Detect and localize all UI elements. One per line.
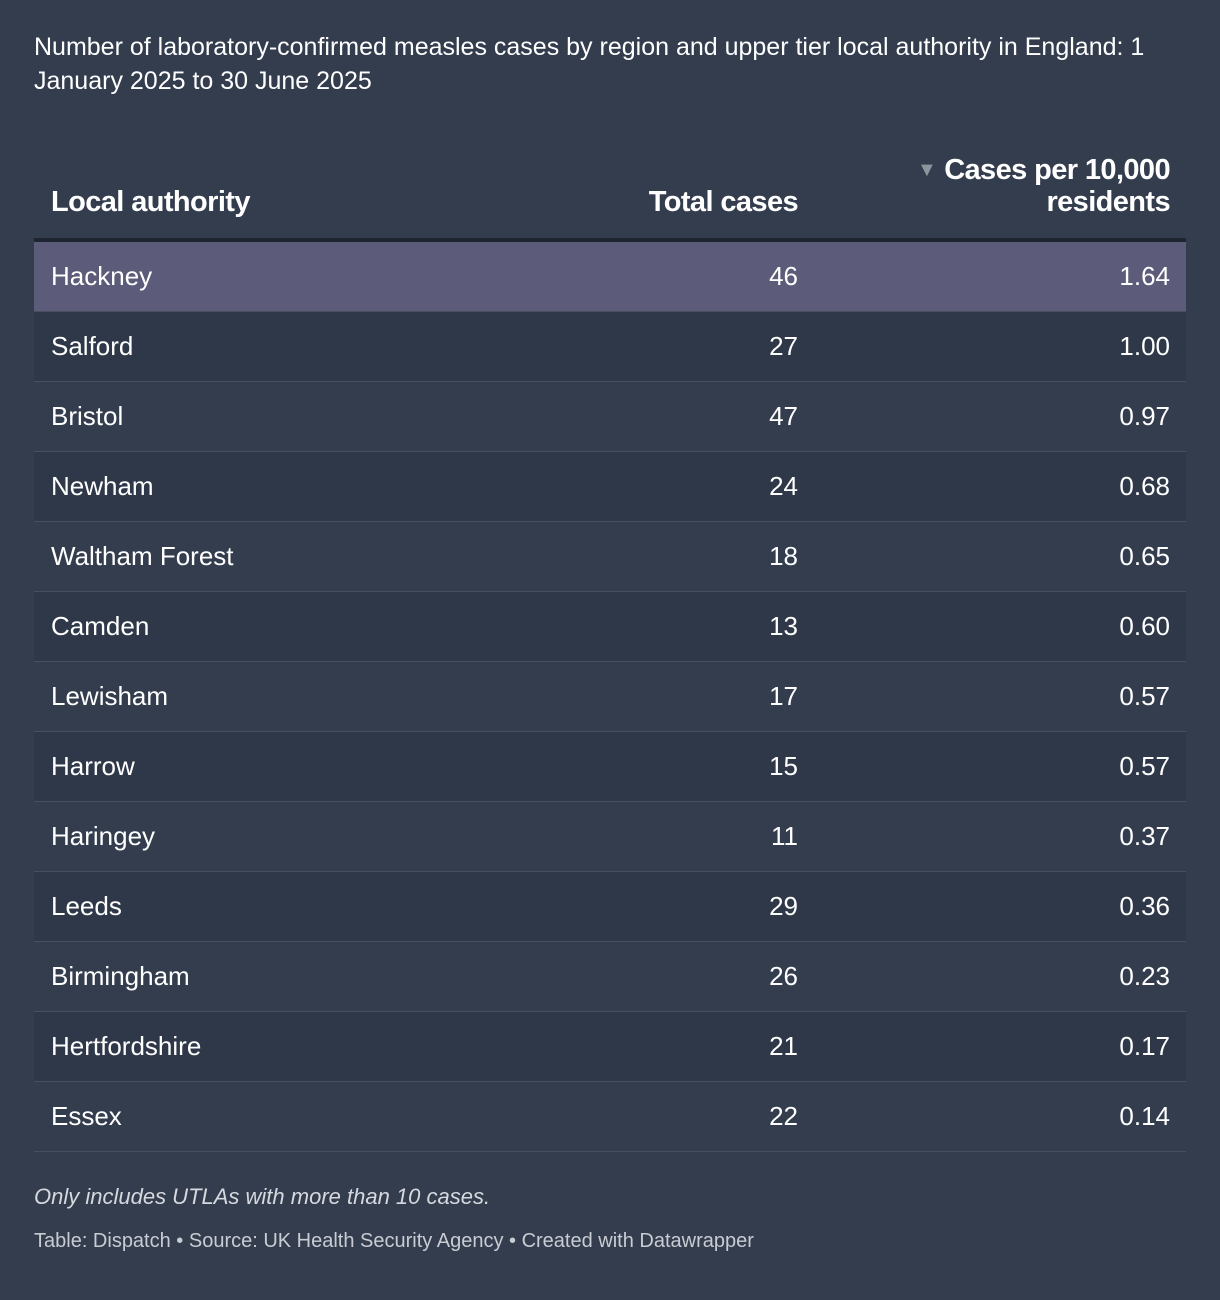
cell-cases-per-10000: 0.57 <box>1119 681 1170 711</box>
table-body: Hackney 46 1.64 Salford 27 1.00 Bristol 47 0.97 N… <box>34 242 1186 1152</box>
column-header-label: Cases per 10,000 residents <box>944 154 1170 218</box>
cell-cases-per-10000: 1.00 <box>1119 331 1170 361</box>
table-row: Bristol 47 0.97 <box>34 382 1186 452</box>
table-notes: Only includes UTLAs with more than 10 ca… <box>34 1184 491 1209</box>
cell-cases-per-10000: 0.57 <box>1119 751 1170 781</box>
cell-cases-per-10000: 0.14 <box>1119 1101 1170 1131</box>
cell-total-cases: 27 <box>769 331 798 361</box>
cell-total-cases: 46 <box>769 261 798 291</box>
table-row: Hertfordshire 21 0.17 <box>34 1012 1186 1082</box>
cell-total-cases: 21 <box>769 1031 798 1061</box>
cell-cases-per-10000: 0.65 <box>1119 541 1170 571</box>
cell-cases-per-10000: 0.37 <box>1119 821 1170 851</box>
cell-local-authority: Harrow <box>51 751 135 781</box>
cell-total-cases: 22 <box>769 1101 798 1131</box>
cell-total-cases: 47 <box>769 401 798 431</box>
cell-total-cases: 13 <box>769 611 798 641</box>
cell-total-cases: 17 <box>769 681 798 711</box>
cell-local-authority: Leeds <box>51 891 122 921</box>
table-row: Essex 22 0.14 <box>34 1082 1186 1152</box>
table-row: Waltham Forest 18 0.65 <box>34 522 1186 592</box>
cell-local-authority: Salford <box>51 331 134 361</box>
table-footer: Table: Dispatch • Source: UK Health Secu… <box>34 1230 754 1252</box>
cell-local-authority: Newham <box>51 471 154 501</box>
cell-local-authority: Waltham Forest <box>51 541 234 571</box>
cell-cases-per-10000: 0.23 <box>1119 961 1170 991</box>
cell-total-cases: 11 <box>771 821 798 851</box>
table-row: Camden 13 0.60 <box>34 592 1186 662</box>
cell-local-authority: Bristol <box>51 401 124 431</box>
cell-local-authority: Lewisham <box>51 681 169 711</box>
cell-cases-per-10000: 0.68 <box>1119 471 1170 501</box>
cell-cases-per-10000: 0.60 <box>1119 611 1170 641</box>
cell-cases-per-10000: 0.97 <box>1119 401 1170 431</box>
table-row: Salford 27 1.00 <box>34 312 1186 382</box>
table-row: Birmingham 26 0.23 <box>34 942 1186 1012</box>
cell-total-cases: 15 <box>769 751 798 781</box>
table-row: Leeds 29 0.36 <box>34 872 1186 942</box>
table-row: Hackney 46 1.64 <box>34 242 1186 312</box>
cell-local-authority: Camden <box>51 611 150 641</box>
table-row: Harrow 15 0.57 <box>34 732 1186 802</box>
table-row: Haringey 11 0.37 <box>34 802 1186 872</box>
cell-total-cases: 29 <box>769 891 798 921</box>
cell-cases-per-10000: 1.64 <box>1119 261 1170 291</box>
column-header-total-cases[interactable]: Total cases <box>648 186 799 218</box>
table-row: Lewisham 17 0.57 <box>34 662 1186 732</box>
cell-local-authority: Birmingham <box>51 961 190 991</box>
table-header: Local authority Total cases ▼ Cases per 1… <box>34 150 1186 242</box>
cell-local-authority: Hackney <box>51 261 153 291</box>
table-row: Newham 24 0.68 <box>34 452 1186 522</box>
chart-title: Number of laboratory-confirmed measles c… <box>34 33 1145 95</box>
cell-total-cases: 18 <box>769 541 798 571</box>
cell-cases-per-10000: 0.17 <box>1119 1031 1170 1061</box>
cell-local-authority: Essex <box>51 1101 122 1131</box>
cell-total-cases: 26 <box>769 961 798 991</box>
cell-local-authority: Hertfordshire <box>51 1031 202 1061</box>
sort-descending-icon: ▼ <box>916 159 937 181</box>
column-header-cases-per-10000[interactable]: ▼ Cases per 10,000 residents <box>850 154 1171 218</box>
data-table: Local authority Total cases ▼ Cases per 1… <box>34 150 1186 1152</box>
cell-local-authority: Haringey <box>51 821 156 851</box>
cell-total-cases: 24 <box>769 471 798 501</box>
column-header-local-authority[interactable]: Local authority <box>51 186 250 218</box>
cell-cases-per-10000: 0.36 <box>1119 891 1170 921</box>
